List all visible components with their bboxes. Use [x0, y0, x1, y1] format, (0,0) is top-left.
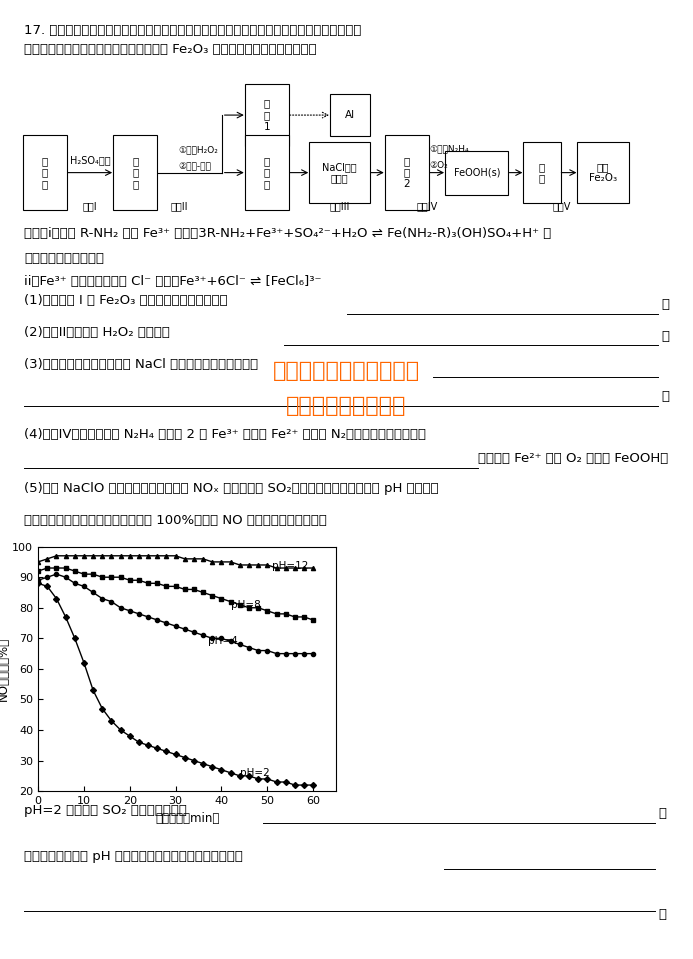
Text: ①过量N₂H₄: ①过量N₂H₄ [430, 144, 469, 152]
Text: 有
机
层: 有 机 层 [263, 156, 270, 189]
Text: Al: Al [345, 110, 355, 120]
Text: ，得到的 Fe²⁺ 再被 O₂ 氧化为 FeOOH。: ，得到的 Fe²⁺ 再被 O₂ 氧化为 FeOOH。 [478, 452, 669, 465]
Text: 粉
煤
灰: 粉 煤 灰 [42, 156, 49, 189]
FancyBboxPatch shape [330, 94, 370, 136]
Text: FeOOH(s): FeOOH(s) [453, 168, 500, 177]
Text: (2)过程II加入过量 H₂O₂ 的作用是: (2)过程II加入过量 H₂O₂ 的作用是 [24, 326, 170, 339]
Text: pH=8: pH=8 [231, 599, 261, 610]
FancyBboxPatch shape [523, 142, 561, 203]
Text: 回复【试卷】领福利: 回复【试卷】领福利 [286, 396, 407, 416]
Text: 微信公众号：高中试卷站: 微信公众号：高中试卷站 [273, 361, 420, 381]
Text: pH=12: pH=12 [272, 562, 308, 572]
Text: (5)利用 NaClO 吸收液可在脱除烟气中 NOₓ 的同时脱除 SO₂，研究发现在不同的初始 pH 条件下，: (5)利用 NaClO 吸收液可在脱除烟气中 NOₓ 的同时脱除 SO₂，研究发… [24, 482, 439, 496]
Text: pH=2: pH=2 [240, 768, 270, 778]
FancyBboxPatch shape [445, 151, 508, 195]
Text: ②伯胺-煌油: ②伯胺-煌油 [179, 161, 211, 170]
Text: 过程III: 过程III [329, 201, 350, 211]
Text: 成部分，利用含铁元素的粉煤灰获得纳米 Fe₂O₃ 等重要物质的工艺流程如下。: 成部分，利用含铁元素的粉煤灰获得纳米 Fe₂O₃ 等重要物质的工艺流程如下。 [24, 43, 317, 57]
Text: 。: 。 [662, 390, 670, 404]
Text: 过程II: 过程II [170, 201, 188, 211]
Text: (3)从化学平衡角度解释利用 NaCl 溶液进行反萤取的原理：: (3)从化学平衡角度解释利用 NaCl 溶液进行反萤取的原理： [24, 358, 258, 371]
FancyBboxPatch shape [245, 84, 289, 146]
Text: NaCl溶液
反萤取: NaCl溶液 反萤取 [322, 162, 357, 183]
Text: 随反应时间的延长 pH 越小脱稟效率降低越快的可能原因是: 随反应时间的延长 pH 越小脱稟效率降低越快的可能原因是 [24, 850, 243, 863]
FancyBboxPatch shape [309, 142, 370, 203]
Text: 过程IV: 过程IV [417, 201, 438, 211]
Text: 17. 我国煤储量居世界第一，对煤的综合、高效、无害化利用是二十一世纪能源战略的重要组: 17. 我国煤储量居世界第一，对煤的综合、高效、无害化利用是二十一世纪能源战略的… [24, 24, 362, 37]
Text: ；: ； [658, 807, 667, 821]
X-axis label: 反应时间（min）: 反应时间（min） [155, 811, 219, 825]
Text: ②O₂: ②O₂ [430, 161, 448, 170]
FancyBboxPatch shape [577, 142, 629, 203]
Y-axis label: NO脱除率（%）: NO脱除率（%） [0, 637, 10, 701]
Text: 浸
取
液: 浸 取 液 [132, 156, 139, 189]
Text: 。: 。 [658, 908, 667, 922]
Text: 水
层
2: 水 层 2 [403, 156, 410, 189]
Text: 过程V: 过程V [552, 201, 570, 211]
Text: 纳米
Fe₂O₃: 纳米 Fe₂O₃ [589, 162, 617, 183]
Text: ①过量H₂O₂: ①过量H₂O₂ [179, 146, 219, 154]
FancyBboxPatch shape [113, 135, 157, 210]
Text: 已知：i：伯胺 R-NH₂ 能与 Fe³⁺ 反应；3R-NH₂+Fe³⁺+SO₄²⁻+H₂O ⇌ Fe(NH₂-R)₃(OH)SO₄+H⁺ 生: 已知：i：伯胺 R-NH₂ 能与 Fe³⁺ 反应；3R-NH₂+Fe³⁺+SO₄… [24, 227, 552, 241]
FancyBboxPatch shape [245, 135, 289, 210]
Text: 。: 。 [662, 298, 670, 312]
Text: H₂SO₄酸浸: H₂SO₄酸浸 [70, 155, 110, 165]
Text: (1)写出过程 I 中 Fe₂O₃ 发生反应的离子方程式：: (1)写出过程 I 中 Fe₂O₃ 发生反应的离子方程式： [24, 294, 228, 308]
Text: 水
层
1: 水 层 1 [263, 99, 270, 131]
Text: 过程I: 过程I [82, 201, 98, 211]
FancyBboxPatch shape [385, 135, 429, 210]
Text: pH=2 时，脱除 SO₂ 的离子方程式为: pH=2 时，脱除 SO₂ 的离子方程式为 [24, 804, 187, 817]
Text: ii：Fe³⁺ 在水溶液中易与 Cl⁻ 反应：Fe³⁺+6Cl⁻ ⇌ [FeCl₆]³⁻: ii：Fe³⁺ 在水溶液中易与 Cl⁻ 反应：Fe³⁺+6Cl⁻ ⇌ [FeCl… [24, 275, 322, 289]
FancyBboxPatch shape [23, 135, 67, 210]
Text: 煛
烧: 煛 烧 [538, 162, 545, 183]
Text: (4)过程IV中先用过量的 N₂H₄ 将水层 2 中 Fe³⁺ 转化为 Fe²⁺ 并生成 N₂，反应的离子方程式为: (4)过程IV中先用过量的 N₂H₄ 将水层 2 中 Fe³⁺ 转化为 Fe²⁺… [24, 428, 426, 441]
Text: 吸收液对流动烟气的脱硫效率都接近 100%，而对 NO 的脱除率如下图所示。: 吸收液对流动烟气的脱硫效率都接近 100%，而对 NO 的脱除率如下图所示。 [24, 514, 327, 527]
Text: pH=4: pH=4 [208, 637, 238, 646]
Text: 成易溶于煌油的产物。: 成易溶于煌油的产物。 [24, 252, 104, 266]
Text: 。: 。 [662, 330, 670, 343]
